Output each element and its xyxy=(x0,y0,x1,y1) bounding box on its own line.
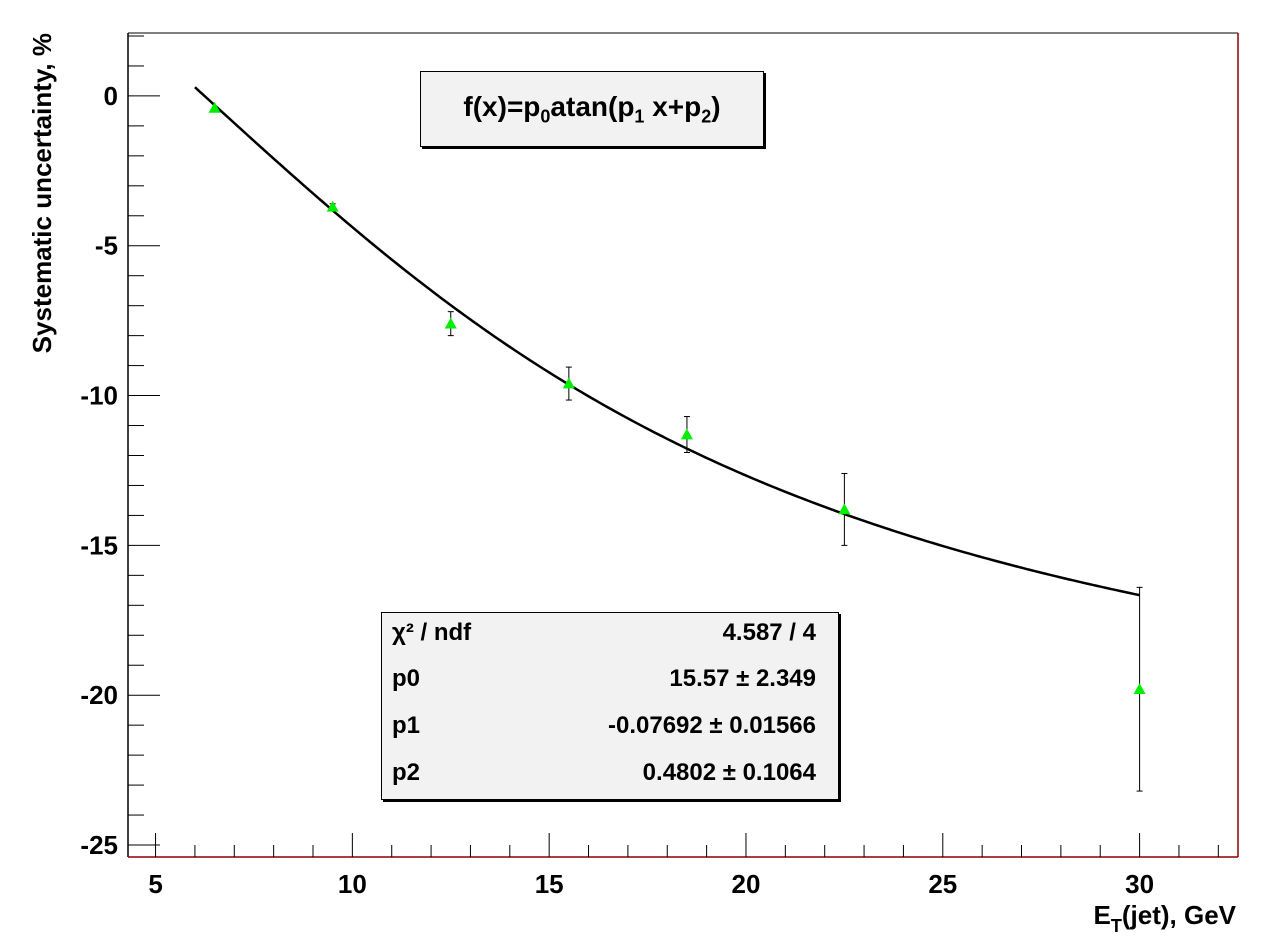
stat-value: 15.57 ± 2.349 xyxy=(669,665,816,692)
stat-name: p1 xyxy=(392,712,421,739)
x-tick-label: 20 xyxy=(732,869,761,899)
fit-curve xyxy=(194,86,1140,597)
data-point xyxy=(1133,586,1146,792)
data-point xyxy=(326,200,339,212)
triangle-marker xyxy=(326,200,339,212)
stat-row-chi2: χ² / ndf 4.587 / 4 xyxy=(382,619,838,665)
y-tick-label: 0 xyxy=(104,81,118,111)
data-point xyxy=(680,416,693,453)
data-point xyxy=(208,101,221,113)
stat-name: p0 xyxy=(392,665,421,692)
x-axis-title: ET(jet), GeV xyxy=(1094,900,1237,936)
triangle-marker xyxy=(444,317,457,329)
data-points xyxy=(208,101,1146,792)
fit-statistics-box: χ² / ndf 4.587 / 4 p0 15.57 ± 2.349 p1 -… xyxy=(381,612,839,800)
x-tick-label: 25 xyxy=(928,869,957,899)
stat-row-p2: p2 0.4802 ± 0.1064 xyxy=(382,759,838,805)
y-tick-label: -10 xyxy=(80,381,118,411)
stat-name: p2 xyxy=(392,759,421,786)
axis-ticks xyxy=(128,35,1219,857)
y-axis-title: Systematic uncertainty, % xyxy=(27,33,57,353)
formula-text: f(x)=p0atan(p1 x+p2) xyxy=(463,90,721,127)
y-tick-label: -5 xyxy=(95,231,118,261)
triangle-marker xyxy=(562,377,575,389)
data-point xyxy=(562,366,575,401)
data-point xyxy=(444,311,457,337)
stat-name: χ² / ndf xyxy=(392,619,472,646)
x-tick-label: 5 xyxy=(148,869,162,899)
axis-labels: 5 10 15 20 25 30 0 -5 -10 -15 -20 -25 ET(jet), GeV Sy… xyxy=(27,33,1237,936)
stat-row-p1: p1 -0.07692 ± 0.01566 xyxy=(382,712,838,758)
triangle-marker xyxy=(838,503,851,515)
fit-formula-box: f(x)=p0atan(p1 x+p2) xyxy=(420,71,764,147)
x-tick-label: 15 xyxy=(535,869,564,899)
stat-row-p0: p0 15.57 ± 2.349 xyxy=(382,665,838,711)
triangle-marker xyxy=(1133,683,1146,695)
fit-curve-layer xyxy=(194,86,1140,597)
data-point xyxy=(838,472,851,546)
triangle-marker xyxy=(680,428,693,440)
x-tick-label: 30 xyxy=(1125,869,1154,899)
x-tick-label: 10 xyxy=(338,869,367,899)
stat-value: 0.4802 ± 0.1064 xyxy=(642,759,816,786)
stat-value: -0.07692 ± 0.01566 xyxy=(607,712,816,739)
y-tick-label: -20 xyxy=(80,680,118,710)
y-tick-label: -25 xyxy=(80,830,118,860)
stat-value: 4.587 / 4 xyxy=(722,619,816,646)
y-tick-label: -15 xyxy=(80,530,118,560)
triangle-marker xyxy=(208,101,221,113)
